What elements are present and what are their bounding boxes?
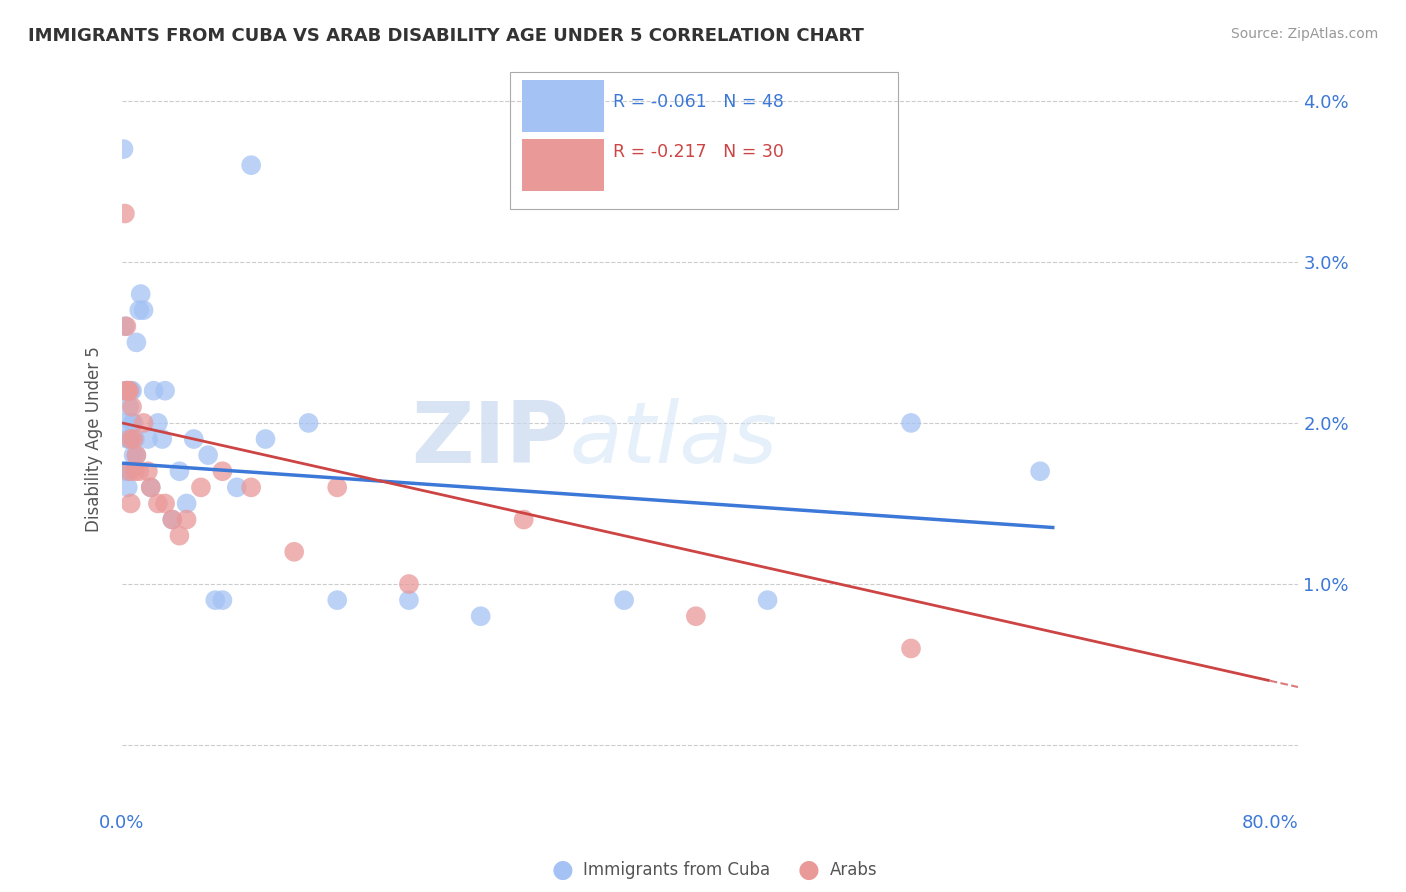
- Text: R = -0.061   N = 48: R = -0.061 N = 48: [613, 93, 783, 111]
- Point: [204, 593, 226, 607]
- FancyBboxPatch shape: [522, 139, 605, 191]
- Point: [132, 416, 155, 430]
- Point: [197, 448, 219, 462]
- Point: [112, 142, 135, 156]
- Point: [115, 464, 138, 478]
- Point: [183, 432, 205, 446]
- Point: [118, 432, 141, 446]
- Point: [225, 480, 247, 494]
- Text: atlas: atlas: [569, 398, 778, 481]
- Point: [136, 464, 159, 478]
- Point: [254, 432, 277, 446]
- Point: [142, 384, 165, 398]
- Point: [512, 512, 534, 526]
- Point: [176, 496, 198, 510]
- Point: [162, 512, 184, 526]
- Point: [283, 545, 305, 559]
- Point: [125, 448, 148, 462]
- Point: [120, 384, 142, 398]
- Point: [398, 577, 420, 591]
- Point: [685, 609, 707, 624]
- Point: [120, 432, 142, 446]
- Point: [117, 432, 139, 446]
- Point: [153, 384, 176, 398]
- Point: [211, 593, 233, 607]
- Text: Source: ZipAtlas.com: Source: ZipAtlas.com: [1230, 27, 1378, 41]
- FancyBboxPatch shape: [522, 79, 605, 131]
- Point: [114, 384, 136, 398]
- Point: [470, 609, 492, 624]
- Text: ●: ●: [551, 858, 574, 881]
- Point: [169, 529, 191, 543]
- Point: [613, 593, 636, 607]
- Point: [117, 384, 139, 398]
- Text: ZIP: ZIP: [412, 398, 569, 481]
- Point: [120, 432, 142, 446]
- Point: [115, 384, 138, 398]
- Point: [121, 400, 143, 414]
- Point: [125, 448, 148, 462]
- Point: [139, 480, 162, 494]
- Point: [120, 496, 142, 510]
- Point: [129, 287, 152, 301]
- Point: [146, 496, 169, 510]
- Text: Immigrants from Cuba: Immigrants from Cuba: [583, 861, 770, 879]
- Point: [136, 432, 159, 446]
- Point: [169, 464, 191, 478]
- Y-axis label: Disability Age Under 5: Disability Age Under 5: [86, 346, 103, 532]
- Point: [114, 206, 136, 220]
- Point: [118, 464, 141, 478]
- Point: [139, 480, 162, 494]
- Point: [240, 480, 263, 494]
- Point: [153, 496, 176, 510]
- Point: [900, 641, 922, 656]
- Point: [117, 384, 139, 398]
- Point: [326, 480, 349, 494]
- Point: [1029, 464, 1052, 478]
- Point: [118, 384, 141, 398]
- Point: [115, 384, 138, 398]
- Point: [115, 416, 138, 430]
- Point: [211, 464, 233, 478]
- Point: [124, 432, 146, 446]
- Point: [128, 303, 150, 318]
- Point: [121, 416, 143, 430]
- Text: Arabs: Arabs: [830, 861, 877, 879]
- Point: [125, 335, 148, 350]
- Text: ●: ●: [797, 858, 820, 881]
- Point: [118, 464, 141, 478]
- Point: [122, 448, 145, 462]
- Point: [132, 303, 155, 318]
- Point: [398, 593, 420, 607]
- Point: [162, 512, 184, 526]
- Point: [118, 400, 141, 414]
- Point: [115, 319, 138, 334]
- Point: [190, 480, 212, 494]
- Text: R = -0.217   N = 30: R = -0.217 N = 30: [613, 144, 783, 161]
- Point: [146, 416, 169, 430]
- Point: [240, 158, 263, 172]
- Point: [121, 384, 143, 398]
- Point: [900, 416, 922, 430]
- Point: [117, 480, 139, 494]
- Point: [176, 512, 198, 526]
- Point: [756, 593, 779, 607]
- Point: [122, 432, 145, 446]
- Text: IMMIGRANTS FROM CUBA VS ARAB DISABILITY AGE UNDER 5 CORRELATION CHART: IMMIGRANTS FROM CUBA VS ARAB DISABILITY …: [28, 27, 865, 45]
- Point: [326, 593, 349, 607]
- Point: [114, 319, 136, 334]
- Point: [150, 432, 173, 446]
- Point: [128, 464, 150, 478]
- Point: [122, 416, 145, 430]
- Point: [124, 464, 146, 478]
- Point: [297, 416, 319, 430]
